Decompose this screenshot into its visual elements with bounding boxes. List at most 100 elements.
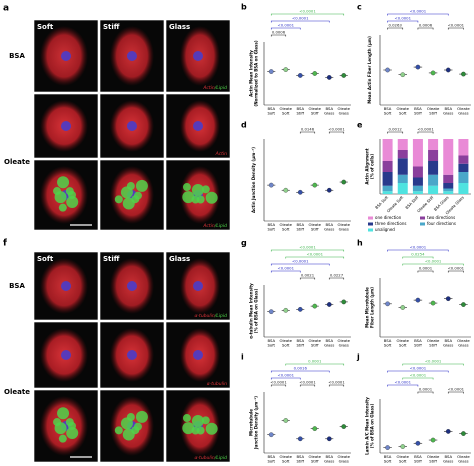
mean-dot (283, 307, 289, 313)
p-value: <0.0001 (278, 373, 295, 378)
lipid-droplet (66, 196, 79, 209)
panel-label: g (241, 239, 247, 248)
stain-name: /Lipid (214, 223, 227, 229)
y-axis-label: (% of BSA on Glass) (370, 404, 375, 449)
mean-dot (283, 187, 289, 193)
mean-dot (415, 297, 421, 303)
x-tick-label: Soft (268, 111, 276, 116)
x-tick-label: Stiff (311, 111, 319, 116)
bar-segment (458, 139, 469, 156)
significance-bracket (402, 363, 464, 366)
x-tick-label: Glass (458, 111, 468, 116)
mean-dot (445, 67, 451, 73)
x-tick-label: Oleate (279, 222, 292, 227)
mean-dot (268, 182, 274, 188)
p-value: 0.0146 (301, 127, 315, 132)
mean-dot (400, 305, 406, 310)
y-axis-label: Microtubule (249, 409, 254, 436)
y-axis-label: (% of cells) (370, 154, 375, 179)
row-label: BSA (9, 52, 25, 60)
column-header: Glass (169, 23, 190, 31)
lipid-droplet (191, 184, 204, 197)
lipid-droplet (53, 187, 62, 196)
mean-dot (341, 299, 347, 305)
lipid-droplet (122, 428, 135, 441)
x-tick-label: Oleate (396, 106, 409, 111)
mean-dot (415, 64, 421, 70)
stain-label: α-tubulin/Lipid (194, 313, 227, 319)
x-tick-label: Oleate (337, 106, 350, 111)
x-tick-label: Stiff (429, 343, 437, 348)
nucleus (61, 350, 71, 360)
x-tick-label: Soft (384, 343, 392, 348)
y-axis-label: Actin Junction Density (µm⁻²) (251, 147, 256, 213)
bar-segment (443, 174, 454, 183)
panel-label: h (357, 239, 363, 248)
lipid-droplet (58, 203, 67, 212)
legend-swatch (368, 216, 373, 220)
x-tick-label: BSA (384, 454, 392, 459)
mean-dot (268, 309, 274, 314)
x-tick-label: Stiff (311, 459, 319, 464)
lipid-droplet (201, 185, 210, 194)
lipid-droplet (182, 414, 191, 423)
x-tick-label: Glass (324, 459, 334, 464)
mean-dot (461, 431, 466, 436)
lipid-droplet (65, 187, 74, 196)
bar-segment (428, 185, 439, 194)
lipid-droplet (133, 191, 142, 200)
p-value: <0.0001 (292, 259, 309, 264)
stain-label: α-tubulin/Lipid (194, 455, 227, 461)
x-tick-label: Oleate (337, 338, 350, 343)
lipid-droplet (57, 176, 70, 189)
significance-bracket (387, 27, 404, 30)
bar-segment (443, 183, 454, 189)
bar-segment (397, 183, 408, 194)
bar-segment (412, 139, 423, 167)
y-axis-label: Junction Density (µm⁻²) (254, 396, 259, 450)
x-tick-label: BSA (325, 454, 333, 459)
x-tick-label: BSA (296, 338, 304, 343)
bar-segment (458, 172, 469, 183)
bar-segment (397, 139, 408, 150)
x-tick-label: Stiff (296, 343, 304, 348)
p-value: 0.0263 (389, 23, 403, 28)
x-tick-label: Oleate (427, 454, 440, 459)
p-value: <0.0001 (417, 127, 434, 132)
mean-dot (297, 189, 303, 195)
panel-label: i (241, 353, 244, 362)
column-header: Stiff (103, 23, 120, 31)
significance-bracket (402, 263, 464, 266)
mean-dot (461, 71, 466, 77)
x-tick-label: Oleate (337, 222, 350, 227)
x-tick-label: Soft (282, 111, 290, 116)
nucleus (127, 121, 137, 131)
mean-dot (297, 73, 303, 78)
significance-bracket (270, 263, 330, 266)
legend-label: unaligned (375, 227, 395, 232)
p-value: <0.0001 (299, 380, 316, 385)
mean-dot (430, 70, 436, 76)
y-axis-label: Fiber Length (µm) (370, 287, 375, 328)
p-value: <0.0001 (448, 387, 465, 392)
mean-dot (326, 302, 332, 307)
panel-label: c (357, 3, 362, 12)
nucleus (127, 350, 137, 360)
mean-dot (312, 182, 318, 188)
y-axis-label: Actin Mean Intensity (249, 50, 254, 97)
x-tick-label: Glass (339, 227, 349, 232)
stain-label: α-tubulin (207, 381, 227, 387)
lipid-droplet (126, 413, 135, 422)
mean-dot (341, 424, 347, 429)
bar-segment (397, 150, 408, 159)
stain-name: α-tubulin (207, 381, 227, 387)
p-value: <0.0001 (410, 373, 427, 378)
mean-dot (312, 71, 318, 76)
significance-bracket (387, 131, 404, 134)
nucleus (61, 281, 71, 291)
y-axis-label: Actin Alignment (365, 148, 370, 184)
mean-dot (283, 67, 289, 72)
mean-dot (400, 444, 406, 449)
x-tick-label: Stiff (414, 459, 422, 464)
